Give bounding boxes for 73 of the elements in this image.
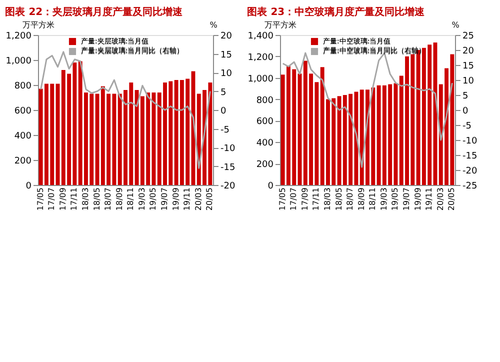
y-tick-label: 1,200	[6, 32, 32, 42]
chart-title: 图表 23：中空玻璃月度产量及同比增速	[247, 6, 426, 18]
x-tick-label: 17/11	[312, 188, 321, 211]
y2-tick-label: -10	[462, 136, 478, 146]
y2-tick-label: 20	[462, 46, 474, 56]
y-axis-title: 万平方米	[264, 20, 296, 30]
y-tick-label: 0	[268, 182, 274, 192]
y-tick-label: 0	[26, 182, 32, 192]
y2-tick-label: -5	[462, 122, 472, 132]
y-tick-label: 1,000	[6, 56, 32, 66]
x-tick-label: 20/03	[436, 188, 445, 211]
x-tick-label: 18/09	[114, 188, 124, 211]
y2-tick-label: -15	[462, 152, 478, 162]
y2-tick-label: -15	[220, 162, 236, 173]
y-tick-label: 400	[14, 132, 32, 142]
y-tick-label: 800	[14, 82, 32, 92]
y2-tick-label: 0	[462, 106, 468, 116]
x-tick-label: 18/07	[104, 188, 113, 211]
x-tick-label: 17/09	[58, 188, 68, 211]
y2-axis-title: %	[210, 20, 218, 30]
y2-tick-label: -25	[462, 182, 478, 192]
y2-axis-title: %	[452, 20, 460, 30]
y2-tick-label: -20	[462, 166, 478, 176]
y2-tick-label: 20	[220, 32, 232, 42]
y2-tick-label: 15	[462, 62, 474, 72]
x-tick-label: 19/09	[171, 188, 180, 211]
y2-tick-label: -10	[220, 144, 236, 154]
x-tick-label: 18/07	[346, 188, 355, 211]
y-tick-label: 800	[256, 96, 274, 106]
x-tick-label: 17/07	[47, 188, 56, 211]
y-tick-label: 400	[256, 138, 274, 149]
x-tick-label: 19/11	[182, 188, 192, 211]
x-tick-label: 19/07	[402, 188, 412, 211]
y2-tick-label: 5	[462, 92, 468, 102]
x-tick-label: 18/05	[92, 188, 102, 211]
y2-tick-label: 0	[220, 106, 226, 116]
x-tick-label: 19/03	[137, 188, 146, 211]
x-tick-label: 19/11	[424, 188, 434, 211]
x-tick-label: 18/03	[322, 188, 332, 211]
y2-tick-label: 10	[220, 69, 232, 79]
chart-title: 图表 22：夹层玻璃月度产量及同比增速	[5, 6, 184, 18]
x-tick-label: 19/07	[160, 188, 170, 211]
x-tick-label: 17/07	[289, 188, 298, 211]
y-axis-title: 万平方米	[22, 20, 54, 30]
x-tick-label: 18/11	[368, 188, 378, 211]
y2-tick-label: 15	[220, 50, 232, 60]
x-tick-label: 19/09	[413, 188, 422, 211]
x-tick-label: 17/11	[70, 188, 79, 211]
x-tick-label: 18/11	[126, 188, 136, 211]
y-tick-label: 1,400	[248, 32, 274, 42]
x-tick-label: 20/03	[194, 188, 203, 211]
y2-tick-label: 10	[462, 76, 474, 86]
y2-tick-label: 5	[220, 88, 226, 98]
y2-tick-label: -20	[220, 182, 236, 192]
y-tick-label: 200	[256, 160, 274, 170]
x-tick-label: 20/05	[447, 188, 456, 211]
x-tick-label: 19/05	[148, 188, 158, 211]
y2-tick-label: -5	[220, 125, 230, 136]
y-tick-label: 600	[14, 106, 32, 116]
x-tick-label: 20/05	[205, 188, 214, 211]
y-tick-label: 600	[256, 117, 274, 128]
x-tick-label: 19/05	[390, 188, 400, 211]
y-tick-label: 1,000	[248, 74, 274, 84]
x-tick-label: 17/05	[278, 188, 287, 211]
x-tick-label: 17/05	[36, 188, 45, 211]
x-tick-label: 18/05	[334, 188, 344, 211]
x-tick-label: 17/09	[300, 188, 310, 211]
x-tick-label: 19/03	[379, 188, 388, 211]
x-tick-label: 18/03	[80, 188, 90, 211]
y-tick-label: 1,200	[248, 52, 274, 63]
y2-tick-label: 25	[462, 32, 474, 42]
y-tick-label: 200	[14, 156, 32, 166]
x-tick-label: 18/09	[356, 188, 366, 211]
